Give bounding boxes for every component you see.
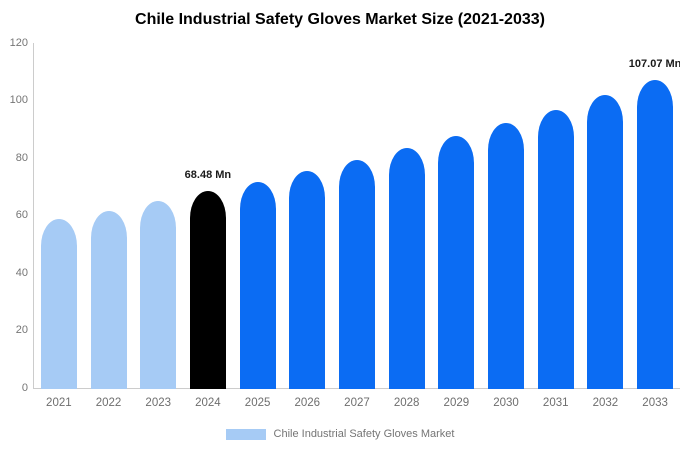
bar-2021[interactable] xyxy=(40,219,77,389)
bar-slot-2029 xyxy=(432,43,482,389)
bar-2022[interactable] xyxy=(90,210,127,389)
y-axis-line xyxy=(33,43,34,389)
bar-2032[interactable] xyxy=(587,95,624,389)
x-tick-label-2029: 2029 xyxy=(443,397,470,409)
x-tick-label-2028: 2028 xyxy=(393,397,420,409)
y-tick-label: 20 xyxy=(15,324,28,337)
bar-2029[interactable] xyxy=(438,136,475,389)
bar-2023[interactable] xyxy=(140,200,177,389)
y-tick-label: 120 xyxy=(9,36,28,49)
x-tick-label-2021: 2021 xyxy=(46,397,72,409)
bar-slot-2031 xyxy=(531,43,581,389)
legend-swatch[interactable] xyxy=(225,428,266,440)
x-tick-label-2032: 2032 xyxy=(592,397,619,409)
bar-slot-2028 xyxy=(382,43,432,389)
bar-2033[interactable] xyxy=(637,80,674,389)
bar-2031[interactable] xyxy=(537,109,574,389)
y-tick-label: 40 xyxy=(15,266,28,279)
y-tick-label: 100 xyxy=(9,94,28,107)
legend-label[interactable]: Chile Industrial Safety Gloves Market xyxy=(273,428,455,440)
x-tick-label-2033: 2033 xyxy=(642,397,668,409)
data-label-2024: 68.48 Mn xyxy=(184,169,232,182)
bar-slot-2033: 107.07 Mn xyxy=(628,43,680,389)
x-tick-label-2025: 2025 xyxy=(244,397,271,409)
y-tick-label: 60 xyxy=(15,209,28,222)
bar-slot-2021 xyxy=(34,43,84,389)
bar-slot-2032 xyxy=(581,43,631,389)
y-tick-label: 0 xyxy=(21,382,28,394)
x-tick-label-2030: 2030 xyxy=(493,397,519,409)
chart-title: Chile Industrial Safety Gloves Market Si… xyxy=(135,11,545,28)
bar-slot-2025 xyxy=(233,43,283,389)
legend[interactable]: Chile Industrial Safety Gloves Market xyxy=(0,428,680,440)
x-tick-label-2024: 2024 xyxy=(195,397,221,409)
x-tick-label-2023: 2023 xyxy=(145,397,172,409)
data-label-2033: 107.07 Mn xyxy=(628,58,680,71)
bar-2030[interactable] xyxy=(488,123,525,389)
bar-slot-2026 xyxy=(282,43,332,389)
x-tick-label-2026: 2026 xyxy=(294,397,321,409)
x-axis-labels: 2021 2022 2023 2024 2025 2026 2027 2028 2029 2030… xyxy=(34,397,680,409)
x-axis-line xyxy=(33,388,680,389)
y-tick-label: 80 xyxy=(15,151,28,164)
bar-slot-2027 xyxy=(332,43,382,389)
plot-area: 68.48 Mn 107.07 Mn xyxy=(34,43,680,389)
bar-2024[interactable] xyxy=(189,191,226,389)
bar-2025[interactable] xyxy=(239,181,276,389)
x-tick-label-2022: 2022 xyxy=(95,397,122,409)
bar-slot-2023 xyxy=(133,43,183,389)
x-tick-label-2031: 2031 xyxy=(542,397,569,409)
bar-slot-2022 xyxy=(84,43,134,389)
bar-2027[interactable] xyxy=(338,159,375,389)
bar-slot-2024: 68.48 Mn xyxy=(183,43,233,389)
bar-2026[interactable] xyxy=(289,170,326,389)
bar-2028[interactable] xyxy=(388,148,425,389)
bar-slot-2030 xyxy=(481,43,531,389)
x-tick-label-2027: 2027 xyxy=(344,397,370,409)
